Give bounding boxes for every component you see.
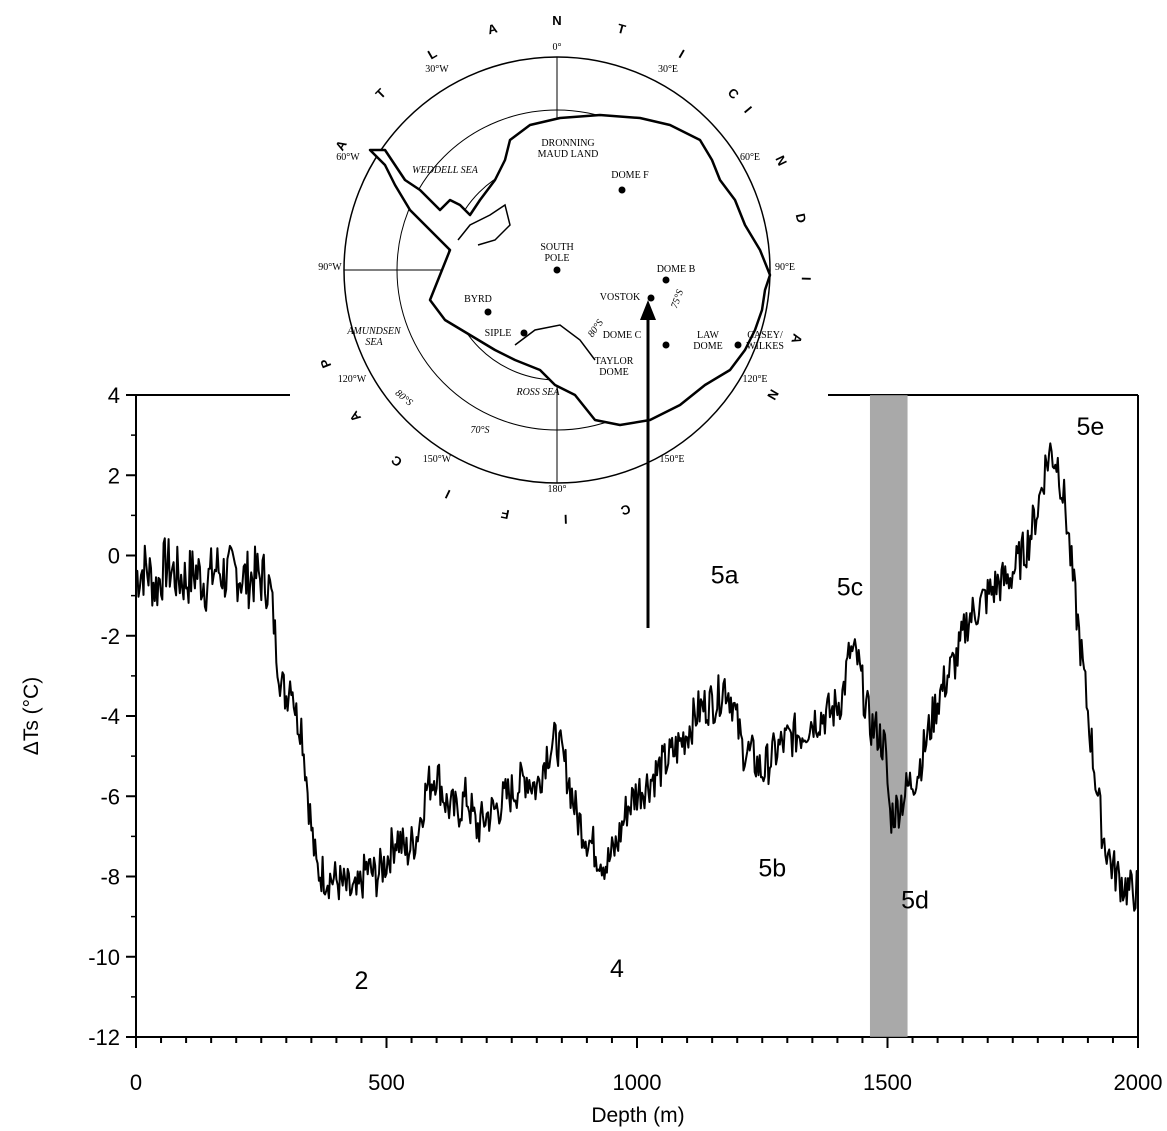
site-label: VOSTOK xyxy=(600,292,641,303)
sea-label: ROSS SEA xyxy=(515,387,560,398)
site-label: BYRD xyxy=(464,294,492,305)
longitude-label: 0° xyxy=(553,42,562,53)
stage-label: 5a xyxy=(711,562,739,590)
longitude-label: 30°E xyxy=(658,64,678,75)
ocean-letter-pacific: C xyxy=(388,452,405,470)
site-label: WILKES xyxy=(746,341,784,352)
ocean-letter-indian: I xyxy=(741,103,755,115)
site-marker xyxy=(734,341,742,349)
site-label: MAUD LAND xyxy=(538,149,599,160)
ocean-letter-pacific: I xyxy=(564,512,568,527)
latitude-label: 70°S xyxy=(471,425,490,436)
stage-label: 5b xyxy=(758,855,786,883)
stage-label: 4 xyxy=(610,955,624,983)
ocean-letter-atlantic: I xyxy=(676,47,687,62)
x-tick-label: 1000 xyxy=(613,1070,662,1095)
site-label: SOUTH xyxy=(540,242,573,253)
site-marker xyxy=(662,276,670,284)
sea-label: SEA xyxy=(365,337,383,348)
y-tick-label: -10 xyxy=(88,945,120,970)
y-tick-label: -4 xyxy=(100,704,120,729)
y-axis-title: ΔTs (°C) xyxy=(20,677,43,755)
stage-label: 5e xyxy=(1076,413,1104,441)
ross-ice-shelf xyxy=(514,324,596,361)
ocean-letter-atlantic: A xyxy=(332,137,350,153)
site-label: DOME xyxy=(599,367,628,378)
ocean-letter-atlantic: T xyxy=(372,85,388,101)
longitude-label: 180° xyxy=(548,484,567,495)
site-marker xyxy=(553,266,561,274)
site-label: DRONNING xyxy=(541,138,594,149)
site-label: DOME xyxy=(693,341,722,352)
site-label: LAW xyxy=(697,330,720,341)
site-label: TAYLOR xyxy=(595,356,634,367)
y-tick-label: -6 xyxy=(100,784,120,809)
longitude-label: 150°W xyxy=(423,454,452,465)
y-tick-label: -2 xyxy=(100,624,120,649)
ocean-letter-pacific: P xyxy=(317,356,334,370)
ocean-letter-pacific: F xyxy=(500,506,511,522)
stage-label: 2 xyxy=(354,967,368,995)
sea-label: WEDDELL SEA xyxy=(412,165,479,176)
ocean-letter-indian: N xyxy=(772,153,790,168)
x-tick-label: 1500 xyxy=(863,1070,912,1095)
longitude-label: 60°E xyxy=(740,152,760,163)
ocean-letter-atlantic: T xyxy=(616,21,628,38)
ocean-letter-atlantic: N xyxy=(552,13,561,28)
longitude-label: 120°W xyxy=(338,374,367,385)
ocean-letter-indian: I xyxy=(799,277,814,281)
stage-label: 5c xyxy=(837,574,863,602)
site-label: DOME C xyxy=(603,330,642,341)
plot-frame xyxy=(135,394,1139,1038)
site-label: DOME F xyxy=(611,170,649,181)
ocean-letter-atlantic: C xyxy=(725,85,743,103)
series-line xyxy=(135,442,1139,912)
antarctica-coastline xyxy=(368,113,772,427)
site-label: DOME B xyxy=(657,264,696,275)
longitude-label: 60°W xyxy=(336,152,360,163)
ocean-letter-atlantic: L xyxy=(425,45,439,62)
ocean-letter-pacific: I xyxy=(443,487,453,502)
y-tick-label: 2 xyxy=(108,463,120,488)
ocean-letter-indian: A xyxy=(788,332,805,346)
y-tick-label: -8 xyxy=(100,865,120,890)
site-marker xyxy=(484,308,492,316)
y-tick-label: 4 xyxy=(108,383,120,408)
vostok-arrow xyxy=(640,300,656,628)
ocean-letter-indian: D xyxy=(793,212,810,224)
site-marker xyxy=(647,294,655,302)
ocean-letter-pacific: C xyxy=(619,501,633,518)
site-marker xyxy=(618,186,626,194)
longitude-label: 30°W xyxy=(425,64,449,75)
site-marker xyxy=(520,329,528,337)
x-tick-label: 500 xyxy=(368,1070,405,1095)
ocean-letter-pacific: A xyxy=(346,408,364,425)
longitude-label: 90°W xyxy=(318,262,342,273)
ronne-ice-shelf xyxy=(457,203,511,246)
x-tick-label: 0 xyxy=(130,1070,142,1095)
y-tick-label: -12 xyxy=(88,1025,120,1050)
sea-label: AMUNDSEN xyxy=(346,326,402,337)
x-axis-title: Depth (m) xyxy=(591,1104,684,1127)
longitude-label: 120°E xyxy=(742,374,767,385)
stage-label: 5d xyxy=(901,887,929,915)
ocean-letter-atlantic: A xyxy=(486,20,500,37)
site-label: SIPLE xyxy=(485,328,512,339)
ocean-letter-indian: N xyxy=(764,387,782,403)
site-label: POLE xyxy=(545,253,570,264)
longitude-label: 90°E xyxy=(775,262,795,273)
x-tick-label: 2000 xyxy=(1114,1070,1163,1095)
chart-annotations: 2 4 5a 5b 5c 5d 5e xyxy=(354,413,1104,995)
y-tick-label: 0 xyxy=(108,544,120,569)
longitude-label: 150°E xyxy=(659,454,684,465)
site-marker xyxy=(662,341,670,349)
axis-ticks xyxy=(126,394,1139,1048)
axis-tick-labels: 0 500 1000 1500 2000 4 2 0 -2 -4 -6 -8 -10 -12 xyxy=(88,383,1162,1095)
site-label: CASEY/ xyxy=(747,330,783,341)
